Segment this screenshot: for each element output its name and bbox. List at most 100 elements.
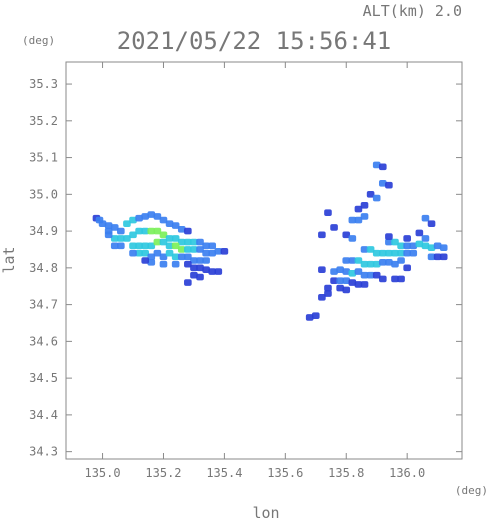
echo-cell: [360, 281, 369, 288]
x-tick-label: 135.6: [267, 466, 303, 480]
echo-cell: [439, 253, 448, 261]
x-tick-label: 135.8: [328, 466, 364, 480]
echo-cell: [318, 293, 326, 301]
echo-cell: [336, 266, 344, 273]
echo-cell: [421, 214, 430, 222]
echo-cell: [141, 227, 150, 235]
echo-cell: [202, 266, 210, 273]
echo-cell: [171, 260, 180, 268]
echo-cell: [177, 253, 186, 261]
echo-cell: [342, 231, 351, 239]
echo-cell: [409, 249, 418, 257]
echo-cell: [153, 238, 162, 246]
echo-cell: [366, 191, 375, 198]
echo-cell: [354, 281, 363, 288]
echo-cell: [129, 216, 137, 224]
y-tick-label: 34.7: [29, 298, 58, 312]
echo-cell: [214, 248, 223, 255]
echo-cell: [372, 249, 381, 257]
echo-cell: [165, 242, 174, 250]
y-tick-label: 35.0: [29, 187, 58, 201]
echo-cell: [378, 179, 387, 187]
echo-cell: [184, 246, 192, 253]
echo-cell: [208, 242, 217, 250]
echo-cell: [378, 163, 387, 171]
x-unit-label: (deg): [455, 484, 488, 497]
echo-cell: [153, 227, 162, 235]
echo-cell: [372, 161, 381, 169]
echo-cell: [135, 242, 143, 250]
y-tick-label: 35.3: [29, 77, 58, 91]
echo-cell: [135, 249, 143, 257]
echo-cell: [348, 270, 357, 277]
echo-cell: [433, 242, 442, 250]
echo-cell: [330, 268, 338, 275]
echo-cell: [427, 253, 436, 261]
echo-cell: [153, 213, 162, 220]
y-tick-label: 34.8: [29, 261, 58, 275]
echo-cell: [336, 284, 344, 292]
echo-cell: [378, 249, 387, 257]
echo-cell: [378, 259, 387, 266]
echo-cell: [159, 253, 168, 261]
echo-cell: [110, 242, 119, 250]
echo-cell: [135, 227, 143, 235]
echo-cell: [397, 275, 405, 283]
y-axis-label: lat: [0, 246, 18, 273]
echo-cell: [159, 260, 168, 268]
echo-cell: [171, 242, 180, 250]
echo-cell: [409, 242, 418, 250]
echo-cell: [184, 279, 192, 286]
echo-cell: [196, 238, 204, 246]
echo-cell: [403, 235, 411, 242]
echo-cell: [129, 249, 137, 257]
echo-cell: [171, 235, 180, 242]
x-ticks: 135.0 135.2 135.4 135.6 135.8 136.0: [84, 62, 425, 480]
echo-cell: [342, 257, 351, 264]
echo-cell: [360, 271, 369, 279]
echo-cell: [141, 242, 150, 250]
echo-cell: [184, 253, 192, 261]
echo-cell: [354, 268, 363, 275]
echo-cell: [330, 277, 338, 285]
echo-cell: [421, 242, 430, 250]
y-tick-label: 34.5: [29, 371, 58, 385]
echo-cell: [190, 271, 198, 279]
echo-cell: [147, 227, 156, 235]
echo-cell: [184, 227, 192, 235]
echo-cell: [305, 314, 314, 321]
x-axis-label: lon: [252, 504, 279, 521]
echo-cell: [135, 214, 143, 222]
x-tick-label: 135.2: [145, 466, 181, 480]
echo-cell: [391, 238, 399, 246]
echo-cell: [147, 242, 156, 250]
echo-cell: [391, 260, 399, 268]
echo-cell: [117, 227, 125, 235]
echo-cell: [366, 271, 375, 279]
echo-cell: [184, 260, 192, 268]
echo-cell: [318, 231, 326, 239]
echo-cell: [397, 257, 405, 264]
echo-cell: [177, 225, 186, 233]
echo-cell: [385, 238, 393, 246]
echo-cell: [385, 249, 393, 257]
echo-cell: [403, 249, 411, 257]
echo-cell: [147, 259, 156, 266]
echo-cell: [202, 242, 210, 250]
y-tick-label: 35.2: [29, 114, 58, 128]
echo-cell: [403, 242, 411, 250]
echo-cell: [123, 235, 131, 242]
echo-cell: [147, 211, 156, 218]
echo-cell: [378, 275, 387, 283]
echo-cell: [147, 253, 156, 261]
altitude-label: ALT(km) 2.0: [363, 2, 462, 20]
echo-cell: [372, 194, 381, 202]
echo-cell: [330, 224, 338, 231]
echo-cell: [354, 216, 363, 224]
echo-cell: [415, 240, 424, 248]
chart-title: 2021/05/22 15:56:41: [117, 27, 392, 55]
plot-frame: [65, 61, 463, 460]
echo-cell: [153, 249, 162, 257]
echo-cell: [196, 257, 204, 264]
